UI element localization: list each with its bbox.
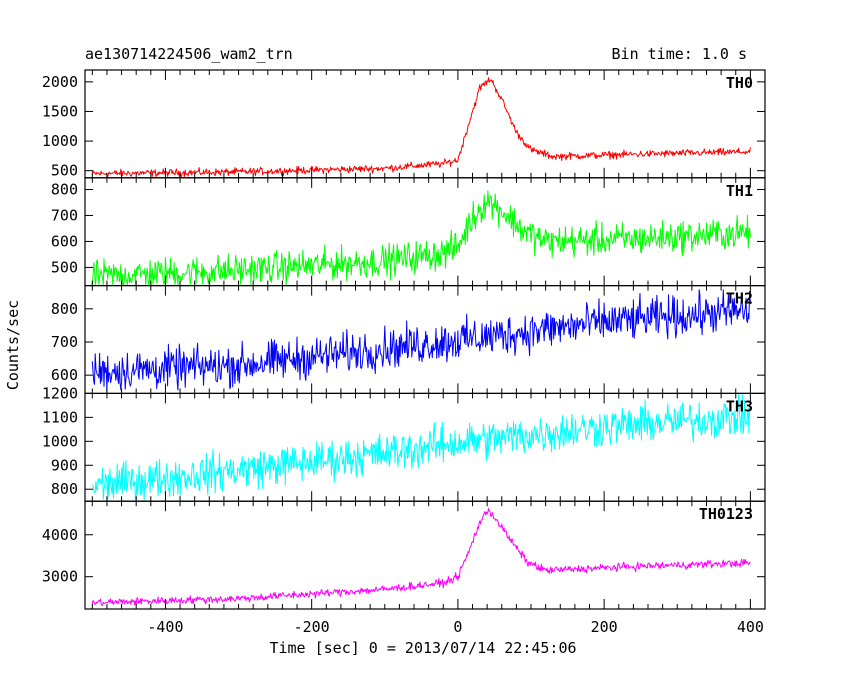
y-tick-label: 1500 [42, 102, 78, 120]
panel-th1: 500 600 700 800 TH1 [51, 177, 766, 287]
y-tick-label: 500 [51, 258, 78, 276]
panel-th2: 600 700 800 TH2 [51, 285, 766, 395]
y-tick-label: 800 [51, 480, 78, 498]
y-tick-label: 600 [51, 366, 78, 384]
y-tick-label: 4000 [42, 526, 78, 544]
panel-name-label: TH0123 [699, 505, 753, 523]
x-axis-label: Time [sec] 0 = 2013/07/14 22:45:06 [269, 639, 576, 657]
y-tick-label: 900 [51, 456, 78, 474]
panel-th3: 800 900 1000 1100 1200 TH3 [42, 384, 766, 502]
panel-name-label: TH0 [726, 74, 753, 92]
y-tick-label: 1100 [42, 408, 78, 426]
panel-th0123: 3000 4000 TH0123 [42, 500, 766, 610]
y-tick-label: 3000 [42, 568, 78, 586]
y-tick-label: 800 [51, 180, 78, 198]
y-axis-label: Counts/sec [4, 300, 22, 390]
series-th3-line [91, 393, 751, 501]
panel-frame [84, 69, 766, 179]
series-th2-line [91, 289, 751, 393]
series-th0-line [91, 77, 751, 178]
y-tick-label: 600 [51, 232, 78, 250]
x-tick-labels: -400 -200 0 200 400 [147, 618, 764, 636]
x-tick-label: -200 [294, 618, 330, 636]
panel-th0: 500 1000 1500 2000 TH0 [42, 69, 766, 180]
bin-time-label: Bin time: 1.0 s [612, 45, 747, 63]
y-tick-label: 500 [51, 162, 78, 180]
y-tick-label: 700 [51, 333, 78, 351]
series-th0123-line [91, 508, 751, 606]
y-tick-label: 800 [51, 300, 78, 318]
chart-title: ae130714224506_wam2_trn [85, 45, 293, 63]
y-tick-label: 700 [51, 206, 78, 224]
series-th1-line [91, 190, 751, 286]
x-tick-label: 400 [737, 618, 764, 636]
y-tick-label: 2000 [42, 73, 78, 91]
panel-name-label: TH1 [726, 182, 753, 200]
panel-frame [84, 500, 766, 610]
y-tick-label: 1000 [42, 432, 78, 450]
y-tick-label: 1200 [42, 384, 78, 402]
x-tick-label: 0 [453, 618, 462, 636]
panels-group: 500 1000 1500 2000 TH0 500 600 700 800 TH1 600 700 8… [42, 69, 766, 610]
y-tick-label: 1000 [42, 132, 78, 150]
x-tick-label: -400 [147, 618, 183, 636]
panel-name-label: TH2 [726, 290, 753, 308]
x-tick-label: 200 [591, 618, 618, 636]
panel-name-label: TH3 [726, 397, 753, 415]
